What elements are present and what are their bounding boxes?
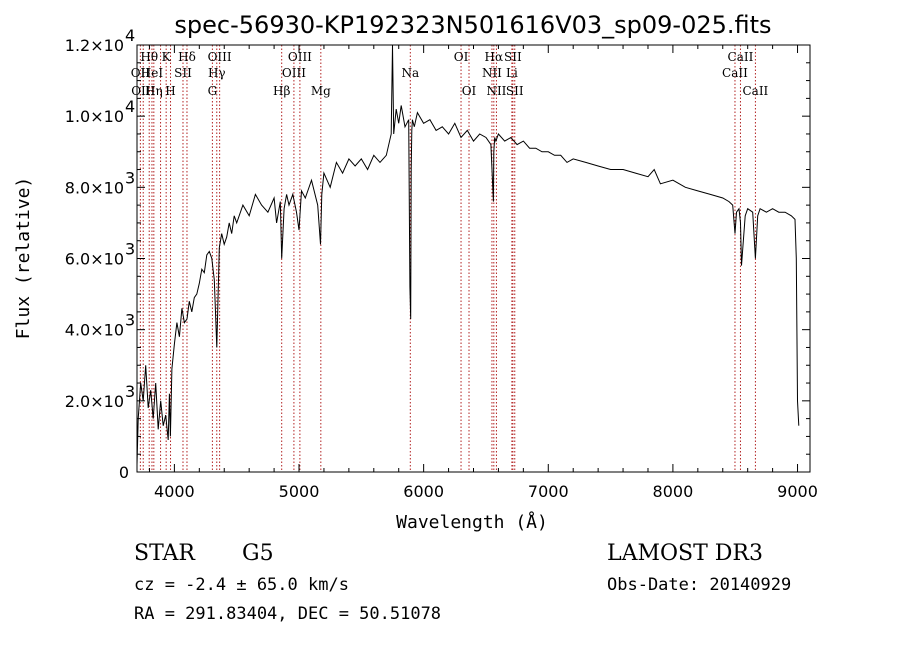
x-tick-label-0: 4000 [154, 482, 195, 501]
marker-lines [139, 45, 756, 472]
ra-dec: RA = 291.83404, DEC = 50.51078 [134, 604, 441, 624]
line-label-8: H [165, 84, 175, 98]
y-tick-label-4: 8.0×10 [65, 178, 124, 197]
line-label-1: K [162, 50, 172, 64]
x-axis-label: Wavelength (Å) [396, 511, 548, 533]
line-label-11: G [208, 84, 218, 98]
line-label-24: SII [506, 84, 524, 98]
survey-name: LAMOST DR3 [607, 541, 763, 566]
x-tick-label-5: 9000 [777, 482, 818, 501]
y-tick-label-1: 2.0×10 [65, 392, 124, 411]
line-label-12: OIII [288, 50, 312, 64]
obs-date: Obs-Date: 20140929 [607, 575, 791, 595]
y-tick-exponent-5: 4 [125, 97, 135, 116]
line-label-0: Hθ [140, 50, 158, 64]
x-tick-label-2: 6000 [403, 482, 444, 501]
chart-title: spec-56930-KP192323N501616V03_sp09-025.f… [174, 11, 771, 39]
line-label-21: NII [482, 66, 502, 80]
line-label-4: HeI [141, 66, 164, 80]
y-tick-label-5: 1.0×10 [65, 107, 124, 126]
line-label-18: OI [462, 84, 477, 98]
line-label-22: Li [506, 66, 518, 80]
y-tick-label-2: 4.0×10 [65, 321, 124, 340]
line-label-26: CaII [722, 66, 748, 80]
line-label-14: Hβ [273, 84, 290, 98]
line-label-15: Mg [311, 84, 331, 98]
line-label-10: Hγ [208, 66, 226, 80]
y-axis-label: Flux (relative) [13, 177, 34, 340]
line-label-16: Na [401, 66, 419, 80]
object-class: STAR [134, 541, 196, 566]
object-subclass: G5 [242, 541, 274, 566]
y-tick-exponent-2: 3 [125, 311, 135, 330]
line-label-7: Hη [145, 84, 163, 98]
x-tick-label-1: 5000 [279, 482, 320, 501]
line-label-5: SII [174, 66, 192, 80]
y-tick-exponent-3: 3 [125, 240, 135, 259]
x-tick-label-4: 8000 [653, 482, 694, 501]
line-label-23: NII [486, 84, 506, 98]
y-tick-label-6: 1.2×10 [65, 36, 124, 55]
line-label-25: CaII [728, 50, 754, 64]
line-label-9: OIII [208, 50, 232, 64]
line-label-13: OIII [282, 66, 306, 80]
y-tick-exponent-4: 3 [125, 168, 135, 187]
y-tick-exponent-1: 3 [125, 382, 135, 401]
y-axis-ticks: 02.0×1034.0×1036.0×1038.0×1031.0×1041.2×… [65, 26, 810, 482]
line-label-17: OI [454, 50, 469, 64]
line-label-20: SII [504, 50, 522, 64]
line-label-2: Hδ [178, 50, 196, 64]
y-tick-label-3: 6.0×10 [65, 250, 124, 269]
line-label-3: OII [131, 66, 151, 80]
x-axis-ticks: 4000 5000 6000 7000 8000 9000 [148, 45, 818, 501]
line-label-19: Hα [485, 50, 504, 64]
spectrum-line [136, 44, 800, 465]
x-tick-label-3: 7000 [528, 482, 569, 501]
redshift-cz: cz = -2.4 ± 65.0 km/s [134, 575, 349, 595]
y-tick-label-0: 0 [119, 463, 129, 482]
plot-frame [136, 44, 811, 473]
line-label-27: CaII [742, 84, 768, 98]
y-tick-exponent-6: 4 [125, 26, 135, 45]
